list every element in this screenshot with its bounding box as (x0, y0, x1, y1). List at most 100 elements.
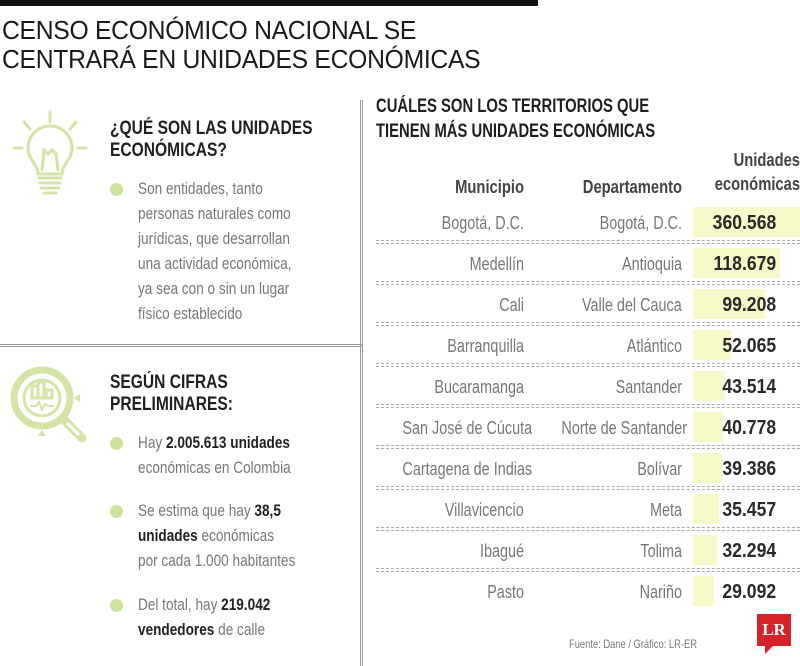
magnifier-chart-icon (10, 366, 87, 443)
bullet-dot-icon (110, 437, 123, 450)
text-line: una actividad económica, (138, 254, 292, 273)
cell-departamento: Bolívar (637, 459, 682, 479)
text-line: ya sea con o sin un lugar (138, 279, 290, 298)
highlight-number: 2.005.613 unidades (165, 433, 290, 452)
table-row: Villavicencio Meta 35.457 (370, 491, 800, 532)
cell-unidades: 118.679 (713, 253, 776, 275)
cell-municipio: Bogotá, D.C. (441, 213, 524, 233)
text: Del total, hay (138, 595, 222, 614)
table-row: Bucaramanga Santander 43.514 (370, 368, 800, 409)
table-row: Bogotá, D.C. Bogotá, D.C. 360.568 (370, 204, 800, 245)
top-rule (0, 0, 538, 6)
cell-municipio: Barranquilla (447, 336, 524, 356)
title-line-1: CENSO ECONÓMICO NACIONAL SE (2, 15, 417, 45)
table-row: Medellín Antioquia 118.679 (370, 245, 800, 286)
bullet-text: Se estima que hay 38,5 unidades económic… (138, 498, 295, 573)
horizontal-divider (0, 344, 362, 347)
row-divider (376, 363, 800, 367)
cell-departamento: Santander (615, 377, 682, 397)
text-line: personas naturales como (138, 204, 291, 223)
cell-unidades: 39.386 (722, 458, 776, 480)
table-title: CUÁLES SON LOS TERRITORIOS QUE TIENEN MÁ… (376, 94, 655, 144)
bullet-dot-icon (110, 183, 123, 196)
column-header-unidades: Unidades económicas (714, 150, 800, 194)
text: Se estima que hay (138, 501, 255, 520)
row-divider (376, 404, 800, 408)
text: económicas (197, 526, 275, 545)
cell-departamento: Atlántico (626, 336, 682, 356)
value-bar (693, 412, 723, 442)
value-bar (693, 453, 722, 483)
column-header-departamento: Departamento (582, 177, 682, 197)
section-title-line: SEGÚN CIFRAS (110, 372, 228, 393)
row-divider (376, 486, 800, 490)
highlight-word: unidades (138, 526, 198, 545)
bullet-dot-icon (110, 599, 123, 612)
table-row: Cali Valle del Cauca 99.208 (370, 286, 800, 327)
table-row: San José de Cúcuta Norte de Santander 40.7… (370, 409, 800, 450)
value-bar (693, 494, 719, 524)
row-divider (376, 281, 800, 285)
cell-unidades: 40.778 (722, 417, 776, 439)
text: Hay (138, 433, 166, 452)
text-line: jurídicas, que desarrollan (138, 229, 290, 248)
table-title-line: TIENEN MÁS UNIDADES ECONÓMICAS (376, 121, 656, 142)
cell-departamento: Antioquia (621, 254, 682, 274)
cell-unidades: 99.208 (722, 294, 776, 316)
cell-departamento: Bogotá, D.C. (599, 213, 682, 233)
section-title-line: PRELIMINARES: (110, 394, 233, 415)
cell-municipio: Cartagena de Indias (402, 459, 533, 479)
cell-departamento: Tolima (640, 541, 682, 561)
highlight-word: vendedores (138, 620, 215, 639)
cell-municipio: Cali (499, 295, 524, 315)
cell-unidades: 32.294 (722, 540, 776, 562)
table-row: Cartagena de Indias Bolívar 39.386 (370, 450, 800, 491)
bullet-text: Hay 2.005.613 unidades económicas en Col… (138, 430, 291, 480)
row-divider (376, 322, 800, 326)
value-bar (693, 289, 765, 319)
section-title-what-are: ¿QUÉ SON LAS UNIDADES ECONÓMICAS? (110, 118, 313, 162)
cell-municipio: Villavicencio (445, 500, 524, 520)
cell-unidades: 360.568 (712, 212, 776, 234)
cell-municipio: Bucaramanga (434, 377, 524, 397)
source-caption: Fuente: Dane / Gráfico: LR-ER (569, 637, 697, 651)
text: de calle (214, 620, 266, 639)
value-bar (693, 535, 717, 565)
cell-municipio: Pasto (487, 582, 524, 602)
text-line: económicas en Colombia (138, 458, 291, 477)
bullet-text: Del total, hay 219.042 vendedores de cal… (138, 592, 270, 642)
highlight-number: 219.042 (221, 595, 271, 614)
row-divider (376, 568, 800, 572)
section-title-line: ¿QUÉ SON LAS UNIDADES (110, 118, 313, 139)
bullet-dot-icon (110, 505, 123, 518)
table-title-line: CUÁLES SON LOS TERRITORIOS QUE (376, 96, 650, 117)
cell-unidades: 29.092 (722, 581, 776, 603)
value-bar (693, 248, 780, 278)
table-row: Pasto Nariño 29.092 (370, 573, 800, 614)
cell-departamento: Norte de Santander (561, 418, 688, 438)
table-row: Ibagué Tolima 32.294 (370, 532, 800, 573)
value-bar (693, 207, 800, 237)
table-row: Barranquilla Atlántico 52.065 (370, 327, 800, 368)
vertical-divider (360, 100, 363, 666)
cell-unidades: 52.065 (722, 335, 776, 357)
cell-municipio: San José de Cúcuta (402, 418, 533, 438)
text-line: por cada 1.000 habitantes (138, 551, 296, 570)
value-bar (693, 371, 725, 401)
lr-logo: LR (757, 614, 791, 654)
value-bar (693, 330, 731, 360)
page-title: CENSO ECONÓMICO NACIONAL SE CENTRARÁ EN … (2, 16, 534, 74)
row-divider (376, 527, 800, 531)
cell-municipio: Medellín (469, 254, 524, 274)
cell-departamento: Meta (649, 500, 682, 520)
value-bar (693, 576, 714, 606)
text-line: Son entidades, tanto (138, 179, 263, 198)
cell-departamento: Nariño (639, 582, 682, 602)
section-title-preliminary: SEGÚN CIFRAS PRELIMINARES: (110, 372, 233, 416)
title-line-2: CENTRARÁ EN UNIDADES ECONÓMICAS (2, 44, 481, 74)
text-line: físico establecido (138, 304, 243, 323)
lightbulb-icon (12, 110, 88, 195)
cell-unidades: 35.457 (722, 499, 776, 521)
highlight-number: 38,5 (254, 501, 281, 520)
column-header-municipio: Municipio (455, 177, 524, 197)
